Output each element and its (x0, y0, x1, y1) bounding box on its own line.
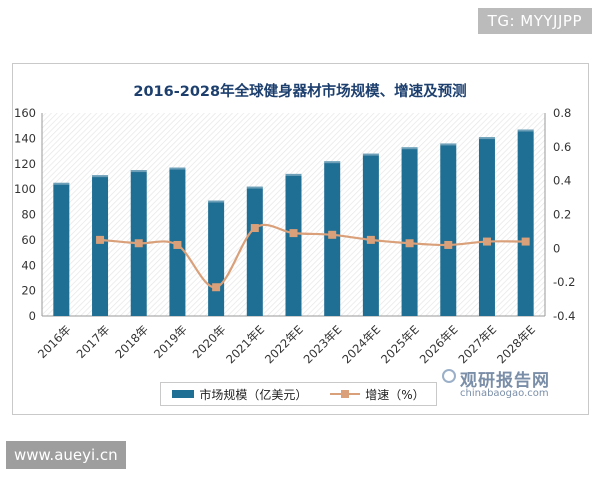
y-tick-left: 40 (21, 258, 36, 272)
bar-highlight (285, 173, 302, 176)
bar (401, 147, 418, 316)
x-tick-label: 2017年 (74, 322, 113, 361)
legend-label-growth: 增速（%） (365, 387, 425, 402)
y-tick-right: 0.4 (553, 174, 571, 188)
bar-highlight (246, 186, 263, 189)
growth-point (250, 224, 259, 233)
bar (246, 186, 263, 316)
y-tick-left: 140 (14, 131, 36, 145)
source-logo-icon (442, 369, 456, 383)
bar (53, 182, 70, 316)
source-logo-cn: 观研报告网 (460, 371, 550, 391)
x-tick-label: 2016年 (35, 322, 74, 361)
bar (440, 143, 457, 316)
y-tick-left: 20 (21, 284, 36, 298)
x-tick-label: 2024年E (339, 322, 383, 366)
bar-highlight (53, 182, 70, 185)
x-tick-label: 2021年E (223, 322, 267, 366)
y-tick-left: 160 (14, 106, 36, 120)
y-tick-right: 0.2 (553, 208, 571, 222)
legend-swatch-bar (172, 390, 195, 398)
bar-highlight (478, 137, 495, 140)
x-tick-label: 2022年E (262, 322, 306, 366)
bar-highlight (324, 161, 341, 164)
growth-point (482, 237, 491, 246)
x-tick-label: 2020年 (190, 322, 229, 361)
y-tick-right: -0.2 (553, 275, 575, 289)
watermark-top: TG: MYYJJPP (477, 8, 592, 34)
x-tick-label: 2027年E (455, 322, 499, 366)
bar-highlight (130, 170, 147, 173)
y-tick-right: 0.8 (553, 106, 571, 120)
bar-highlight (401, 147, 418, 150)
bar-highlight (92, 175, 109, 178)
bar (92, 175, 109, 316)
bar-highlight (362, 153, 379, 156)
legend-item-market-size: 市场规模（亿美元） (172, 386, 307, 403)
source-logo: 观研报告网 chinabaogao.com (442, 366, 582, 406)
growth-point (405, 239, 414, 248)
growth-point (444, 240, 453, 249)
bar-highlight (208, 200, 225, 203)
y-tick-right: 0 (553, 241, 560, 255)
chart-title: 2016-2028年全球健身器材市场规模、增速及预测 (133, 84, 467, 100)
bar (208, 200, 225, 316)
bar (285, 173, 302, 316)
bar-highlight (440, 143, 457, 146)
watermark-bottom: www.aueyi.cn (6, 441, 126, 469)
bar-highlight (169, 167, 186, 170)
y-tick-left: 0 (29, 309, 36, 323)
y-tick-left: 120 (14, 157, 36, 171)
growth-point (521, 237, 530, 246)
y-tick-right: 0.6 (553, 140, 571, 154)
bar (517, 129, 534, 316)
growth-point (173, 240, 182, 249)
x-tick-label: 2026年E (417, 322, 461, 366)
source-logo-en: chinabaogao.com (460, 388, 549, 399)
growth-point (212, 283, 221, 292)
chart-legend: 市场规模（亿美元） 增速（%） (160, 382, 437, 406)
growth-point (366, 235, 375, 244)
bar (362, 153, 379, 316)
y-tick-left: 100 (14, 182, 36, 196)
legend-swatch-line (330, 389, 361, 399)
x-tick-label: 2019年 (151, 322, 190, 361)
x-tick-label: 2023年E (301, 322, 345, 366)
x-tick-label: 2018年 (112, 322, 151, 361)
y-tick-left: 80 (21, 208, 36, 222)
growth-point (134, 239, 143, 248)
y-tick-left: 60 (21, 233, 36, 247)
legend-item-growth: 增速（%） (330, 386, 425, 403)
bar (478, 137, 495, 316)
x-tick-label: 2028年E (494, 322, 538, 366)
x-tick-label: 2025年E (378, 322, 422, 366)
growth-point (96, 235, 105, 244)
growth-point (289, 229, 298, 238)
bar-highlight (517, 129, 534, 132)
legend-label-market-size: 市场规模（亿美元） (199, 387, 308, 402)
growth-point (328, 230, 337, 239)
y-tick-right: -0.4 (553, 309, 575, 323)
